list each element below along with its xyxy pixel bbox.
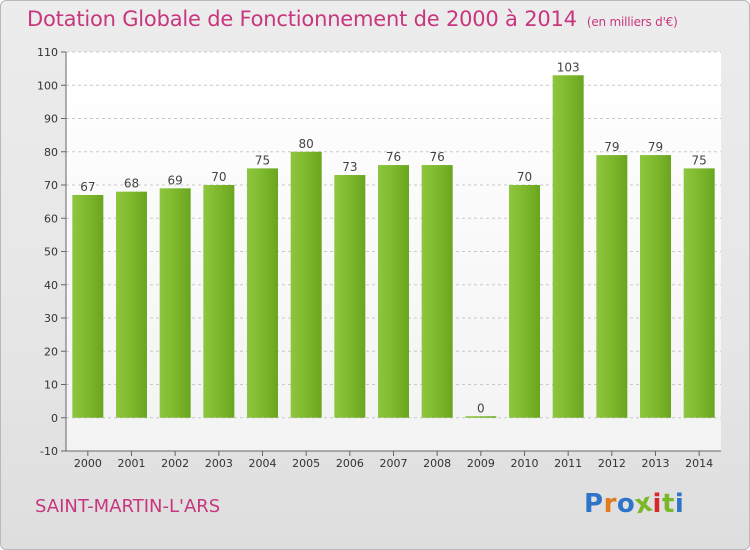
value-label: 70 bbox=[517, 170, 532, 184]
bar bbox=[640, 155, 671, 418]
bar bbox=[116, 191, 147, 418]
x-tick-label: 2001 bbox=[118, 457, 146, 470]
value-label: 70 bbox=[211, 170, 226, 184]
x-tick-label: 2008 bbox=[423, 457, 451, 470]
chart-title-row: Dotation Globale de Fonctionnement de 20… bbox=[27, 7, 678, 31]
proxiti-logo: Proxiti bbox=[584, 488, 685, 521]
value-label: 76 bbox=[430, 150, 445, 164]
x-tick-label: 2003 bbox=[205, 457, 233, 470]
bar bbox=[465, 416, 497, 418]
x-tick-label: 2014 bbox=[685, 457, 713, 470]
value-label: 0 bbox=[477, 401, 485, 415]
value-label: 75 bbox=[255, 153, 270, 167]
value-label: 67 bbox=[80, 180, 95, 194]
x-tick-label: 2004 bbox=[249, 457, 277, 470]
x-tick-label: 2009 bbox=[467, 457, 495, 470]
logo-letter: P bbox=[584, 489, 604, 519]
x-tick-label: 2010 bbox=[511, 457, 539, 470]
bar bbox=[552, 75, 584, 418]
bar bbox=[683, 168, 715, 418]
bar bbox=[421, 165, 453, 418]
value-label: 79 bbox=[648, 140, 663, 154]
location-name: SAINT-MARTIN-L'ARS bbox=[35, 496, 221, 517]
chart-title: Dotation Globale de Fonctionnement de 20… bbox=[27, 7, 577, 31]
value-label: 73 bbox=[342, 160, 357, 174]
y-tick-label: 90 bbox=[44, 113, 58, 126]
x-tick-label: 2006 bbox=[336, 457, 364, 470]
value-label: 76 bbox=[386, 150, 401, 164]
y-tick-label: 50 bbox=[44, 246, 58, 259]
bar bbox=[72, 194, 104, 418]
x-tick-label: 2000 bbox=[74, 457, 102, 470]
bar bbox=[159, 188, 191, 418]
value-label: 79 bbox=[604, 140, 619, 154]
value-label: 69 bbox=[168, 173, 183, 187]
x-tick-label: 2002 bbox=[161, 457, 189, 470]
y-tick-label: 20 bbox=[44, 345, 58, 358]
x-tick-label: 2011 bbox=[554, 457, 582, 470]
value-label: 68 bbox=[124, 177, 139, 191]
bar bbox=[290, 151, 322, 418]
logo-letter: i bbox=[652, 489, 662, 519]
bar bbox=[596, 155, 628, 418]
x-tick-label: 2013 bbox=[642, 457, 670, 470]
logo-letter: o bbox=[616, 489, 636, 519]
y-tick-label: 10 bbox=[44, 379, 58, 392]
y-tick-label: 100 bbox=[37, 79, 58, 92]
y-tick-label: 80 bbox=[44, 146, 58, 159]
bar bbox=[203, 185, 235, 418]
bar bbox=[247, 168, 278, 418]
value-label: 103 bbox=[557, 60, 580, 74]
y-tick-label: 110 bbox=[37, 46, 58, 59]
y-tick-label: -10 bbox=[40, 445, 58, 458]
y-tick-label: 40 bbox=[44, 279, 58, 292]
y-tick-label: 70 bbox=[44, 179, 58, 192]
bar bbox=[378, 165, 409, 418]
value-label: 80 bbox=[299, 137, 314, 151]
y-tick-label: 30 bbox=[44, 312, 58, 325]
x-tick-label: 2007 bbox=[380, 457, 408, 470]
logo-letter: i bbox=[674, 489, 685, 519]
y-tick-label: 0 bbox=[51, 412, 58, 425]
value-label: 75 bbox=[692, 153, 707, 167]
logo-letter: t bbox=[661, 489, 675, 519]
logo-letter: r bbox=[603, 489, 617, 519]
chart-subtitle: (en milliers d'€) bbox=[586, 15, 678, 29]
bar bbox=[334, 175, 366, 418]
bar bbox=[509, 185, 540, 418]
x-tick-label: 2005 bbox=[292, 457, 320, 470]
x-tick-label: 2012 bbox=[598, 457, 626, 470]
y-tick-label: 60 bbox=[44, 212, 58, 225]
